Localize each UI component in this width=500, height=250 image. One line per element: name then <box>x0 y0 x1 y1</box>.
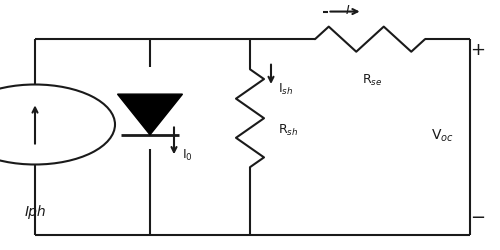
Text: I: I <box>346 4 350 16</box>
Text: Iph: Iph <box>24 204 46 218</box>
Text: −: − <box>470 208 485 226</box>
Text: +: + <box>470 41 485 59</box>
Text: I$_0$: I$_0$ <box>182 148 194 162</box>
Text: V$_{oc}$: V$_{oc}$ <box>431 127 454 143</box>
Text: R$_{se}$: R$_{se}$ <box>362 72 382 88</box>
Text: R$_{sh}$: R$_{sh}$ <box>278 122 298 138</box>
Polygon shape <box>118 95 182 135</box>
Text: I$_{sh}$: I$_{sh}$ <box>278 81 293 96</box>
